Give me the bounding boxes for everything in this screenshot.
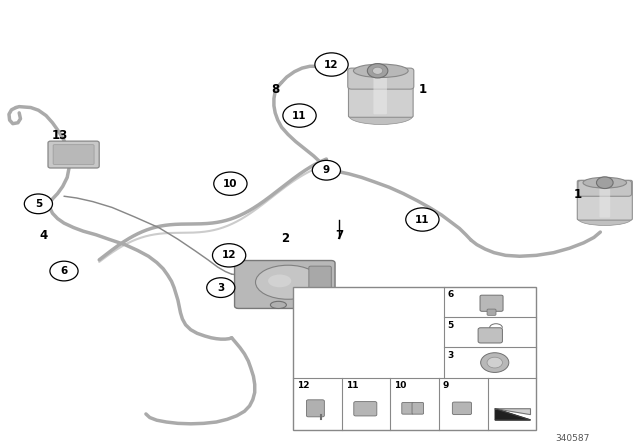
Text: 9: 9 xyxy=(443,381,449,390)
Circle shape xyxy=(315,53,348,76)
Polygon shape xyxy=(495,409,531,420)
Text: 6: 6 xyxy=(60,266,68,276)
FancyBboxPatch shape xyxy=(452,402,472,414)
FancyBboxPatch shape xyxy=(307,400,324,417)
Ellipse shape xyxy=(578,212,632,225)
Text: 11: 11 xyxy=(346,381,358,390)
FancyBboxPatch shape xyxy=(48,141,99,168)
FancyBboxPatch shape xyxy=(578,181,632,196)
Text: 6: 6 xyxy=(448,290,454,299)
Polygon shape xyxy=(495,409,531,414)
Circle shape xyxy=(481,353,509,372)
Circle shape xyxy=(283,104,316,127)
FancyBboxPatch shape xyxy=(412,402,424,414)
Text: 8: 8 xyxy=(271,83,279,96)
Text: 3: 3 xyxy=(448,351,454,360)
Circle shape xyxy=(24,194,52,214)
FancyBboxPatch shape xyxy=(487,309,496,315)
Text: 7: 7 xyxy=(335,228,343,242)
Ellipse shape xyxy=(353,64,408,78)
Text: 12: 12 xyxy=(324,60,339,69)
FancyBboxPatch shape xyxy=(600,184,610,218)
FancyBboxPatch shape xyxy=(402,402,413,414)
FancyBboxPatch shape xyxy=(348,68,414,89)
Circle shape xyxy=(487,357,502,368)
Ellipse shape xyxy=(583,177,627,188)
FancyBboxPatch shape xyxy=(53,145,94,164)
Ellipse shape xyxy=(349,108,413,125)
Bar xyxy=(293,287,536,430)
Text: 12: 12 xyxy=(222,250,236,260)
Circle shape xyxy=(312,160,340,180)
Circle shape xyxy=(367,64,388,78)
Text: 10: 10 xyxy=(394,381,406,390)
Text: 5: 5 xyxy=(35,199,42,209)
Text: 9: 9 xyxy=(323,165,330,175)
Circle shape xyxy=(406,208,439,231)
Text: 10: 10 xyxy=(223,179,237,189)
Text: 13: 13 xyxy=(51,129,68,142)
Circle shape xyxy=(596,177,613,189)
Text: 2: 2 xyxy=(281,232,289,245)
Ellipse shape xyxy=(255,265,321,299)
Circle shape xyxy=(372,67,383,74)
Text: 5: 5 xyxy=(448,321,454,330)
Text: 1: 1 xyxy=(419,83,426,96)
Circle shape xyxy=(50,261,78,281)
Text: 11: 11 xyxy=(292,111,307,121)
FancyBboxPatch shape xyxy=(354,401,377,416)
FancyBboxPatch shape xyxy=(577,180,632,220)
Circle shape xyxy=(214,172,247,195)
FancyBboxPatch shape xyxy=(235,260,335,308)
Text: 11: 11 xyxy=(415,215,429,224)
Text: 1: 1 xyxy=(573,188,581,202)
Text: 340587: 340587 xyxy=(556,434,590,443)
FancyBboxPatch shape xyxy=(480,295,503,311)
Text: 3: 3 xyxy=(217,283,225,293)
Circle shape xyxy=(207,278,235,297)
Ellipse shape xyxy=(268,275,291,287)
FancyBboxPatch shape xyxy=(349,69,413,117)
FancyBboxPatch shape xyxy=(478,328,502,343)
Text: 12: 12 xyxy=(297,381,310,390)
Text: 4: 4 xyxy=(40,228,47,242)
FancyBboxPatch shape xyxy=(374,72,387,114)
FancyBboxPatch shape xyxy=(309,266,332,303)
Circle shape xyxy=(212,244,246,267)
Ellipse shape xyxy=(270,302,287,309)
